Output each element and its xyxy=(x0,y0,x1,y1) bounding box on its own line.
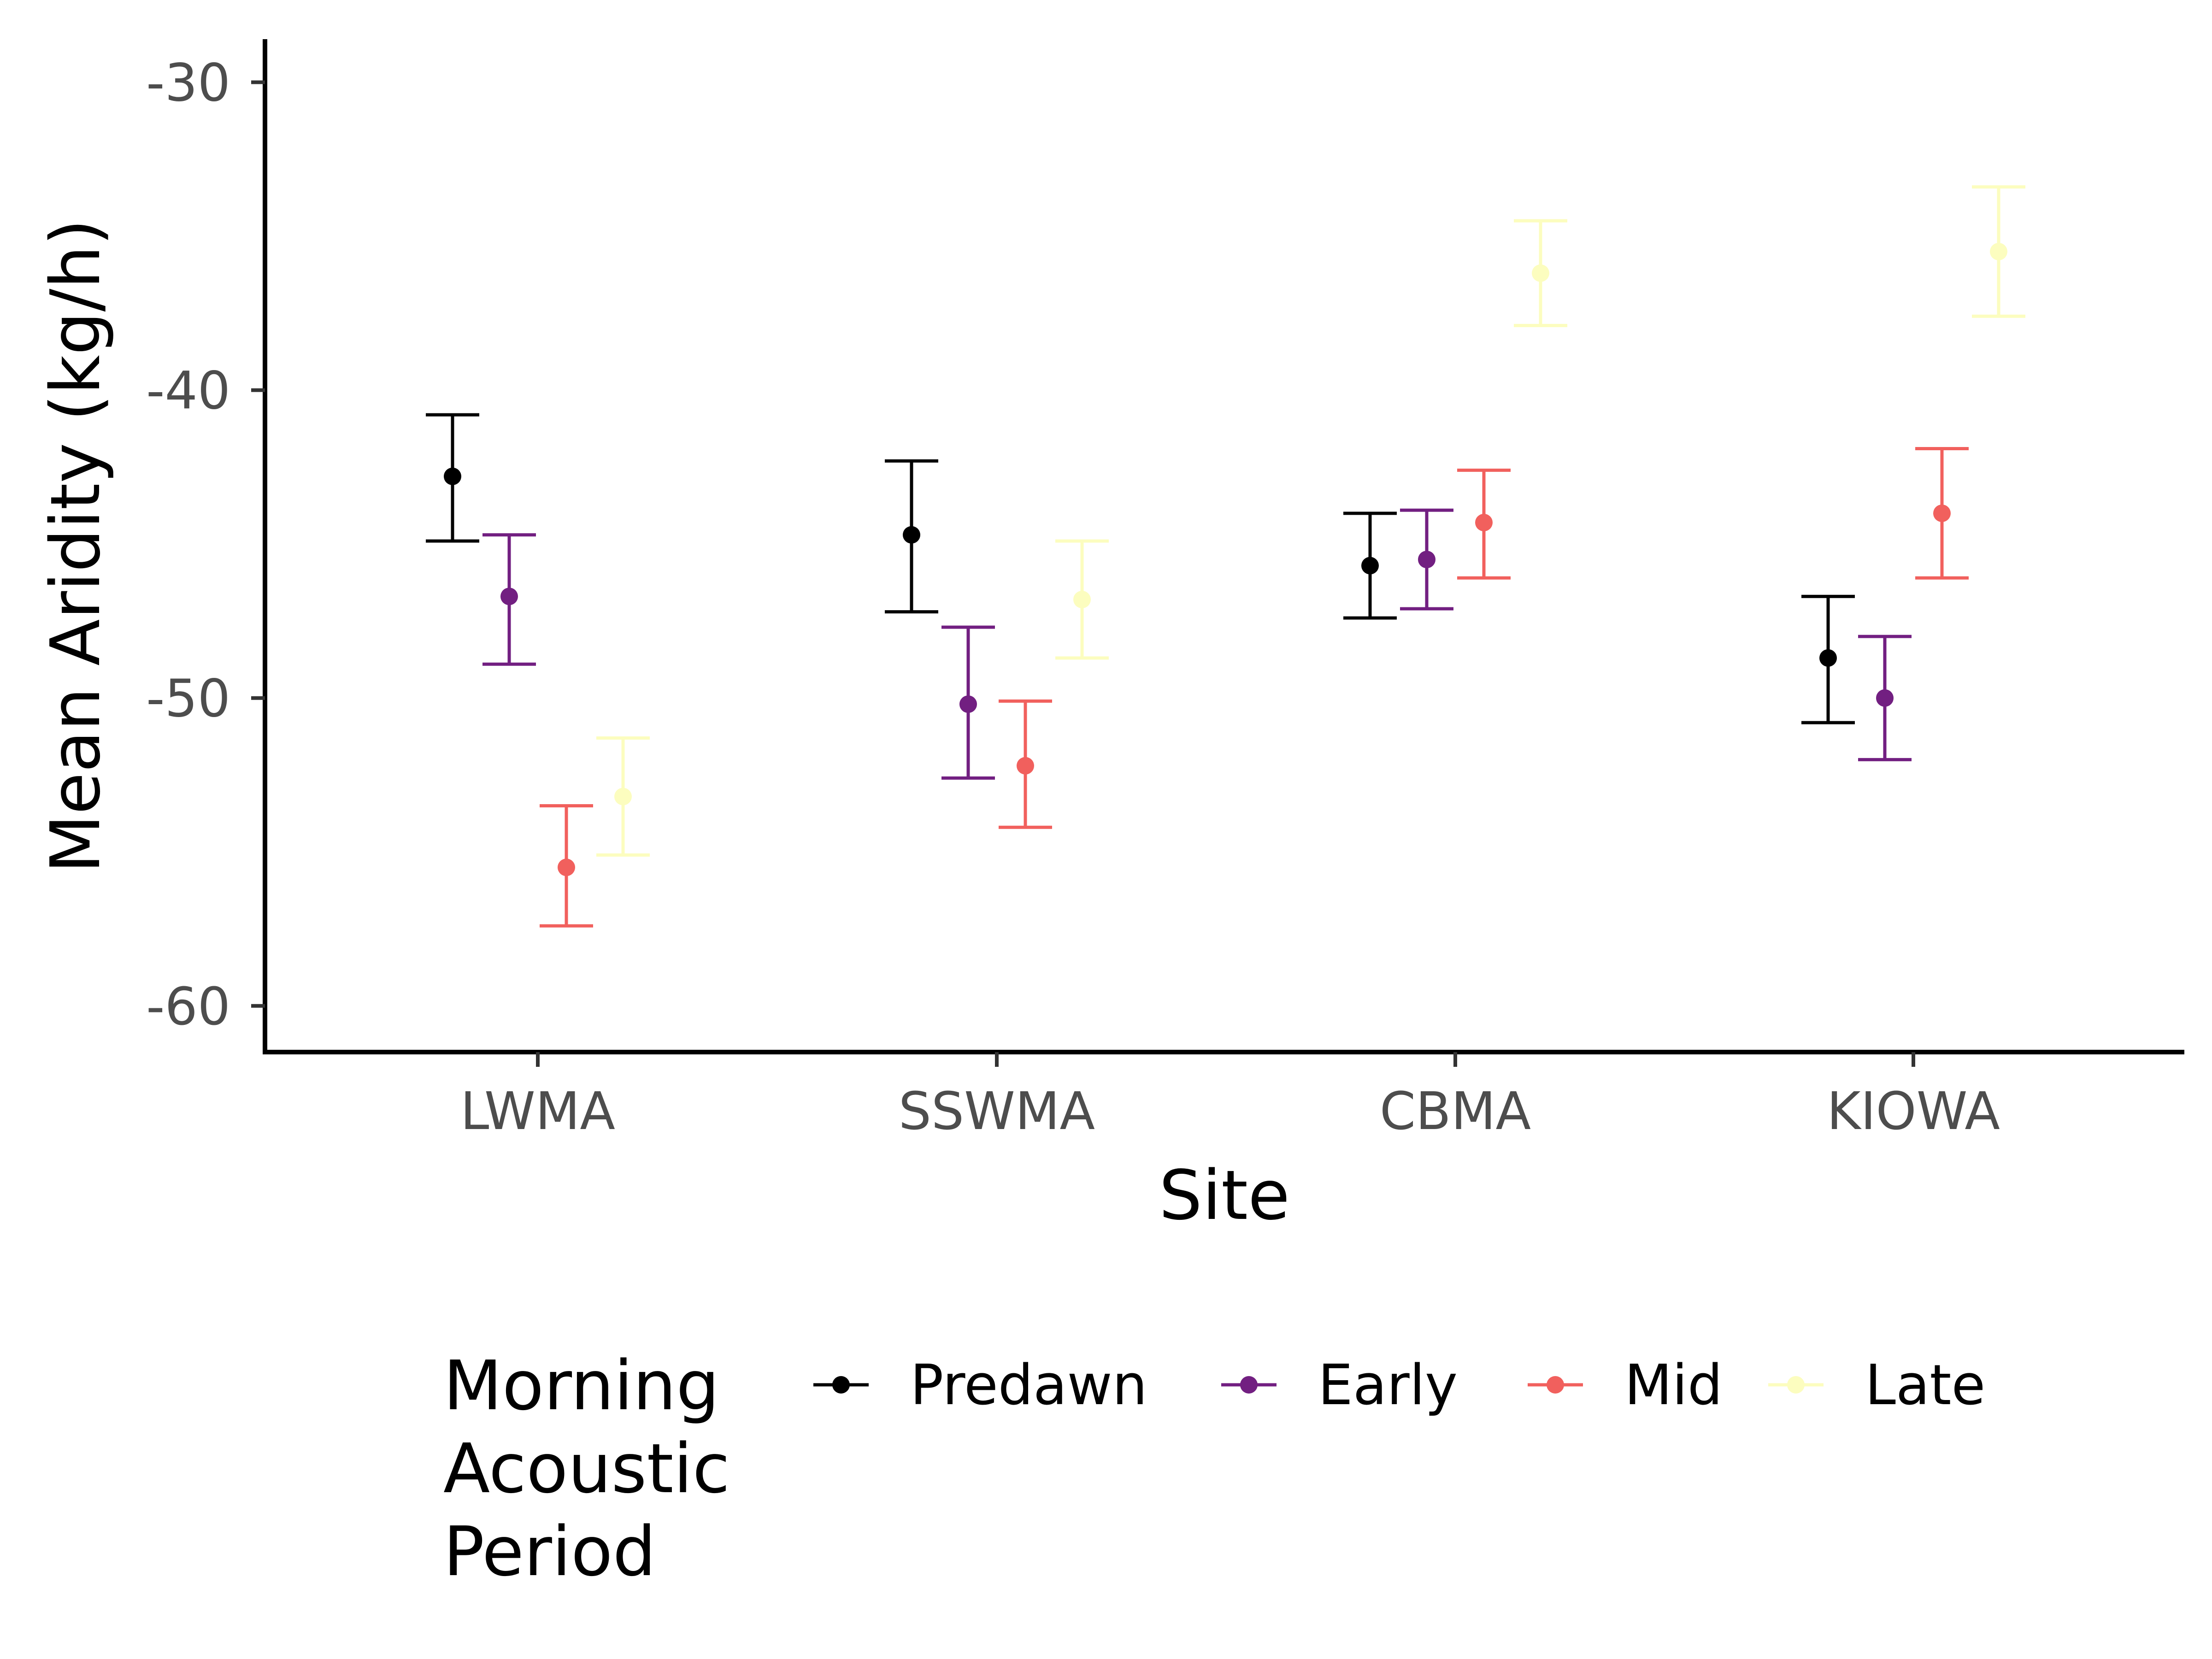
y-tick-label: -30 xyxy=(146,53,230,113)
y-tick-label: -40 xyxy=(146,361,230,421)
legend-items: Predawn Early Mid Late xyxy=(813,1353,1985,1418)
y-tick-label: -60 xyxy=(146,977,230,1037)
data-point xyxy=(1361,557,1379,575)
legend-item-predawn: Predawn xyxy=(813,1353,1147,1418)
x-axis-title: Site xyxy=(1159,1156,1290,1235)
legend-key-point xyxy=(1787,1376,1805,1394)
data-point xyxy=(1017,757,1034,775)
data-point xyxy=(1819,649,1837,667)
series-mid xyxy=(540,447,1969,928)
x-tick-label: SSWMA xyxy=(899,1082,1095,1141)
plot-marks xyxy=(426,185,2025,928)
legend-label: Mid xyxy=(1624,1353,1723,1418)
x-tick-label: LWMA xyxy=(460,1082,615,1141)
legend-item-early: Early xyxy=(1221,1353,1458,1418)
legend-item-mid: Mid xyxy=(1528,1353,1723,1418)
x-tick-label: KIOWA xyxy=(1827,1082,2000,1141)
data-point xyxy=(1876,689,1894,707)
legend-key-point xyxy=(1240,1376,1258,1394)
series-predawn xyxy=(426,413,1855,724)
series-early xyxy=(482,508,1912,780)
data-point xyxy=(444,467,461,485)
legend-label: Early xyxy=(1318,1353,1458,1418)
data-point xyxy=(1418,551,1435,569)
data-point xyxy=(614,788,632,806)
y-axis-title: Mean Aridity (kg/h) xyxy=(36,219,115,873)
legend-key-point xyxy=(832,1376,850,1394)
data-point xyxy=(1475,513,1493,531)
legend-title: Morning Acoustic Period xyxy=(443,1346,752,1591)
data-point xyxy=(1532,264,1549,282)
data-point xyxy=(500,588,518,606)
legend-item-late: Late xyxy=(1768,1353,1985,1418)
x-tick-label: CBMA xyxy=(1380,1082,1531,1141)
y-ticks: -30 -40 -50 -60 xyxy=(146,53,265,1037)
data-point xyxy=(903,526,920,544)
legend-title-line-3: Period xyxy=(443,1512,656,1591)
legend-key-point xyxy=(1547,1376,1564,1394)
legend-title-line-1: Morning xyxy=(443,1346,719,1425)
data-point xyxy=(1073,590,1091,608)
data-point xyxy=(558,859,575,877)
x-ticks: LWMA SSWMA CBMA KIOWA xyxy=(460,1052,2000,1141)
data-point xyxy=(1933,504,1951,522)
data-point xyxy=(1990,242,2007,260)
legend-label: Late xyxy=(1865,1353,1985,1418)
legend: Morning Acoustic Period Predawn Early Mid L… xyxy=(443,1346,1985,1591)
legend-title-line-2: Acoustic xyxy=(443,1429,730,1508)
y-tick-label: -50 xyxy=(146,669,230,729)
legend-label: Predawn xyxy=(910,1353,1147,1418)
series-late xyxy=(596,185,2025,857)
data-point xyxy=(959,695,977,713)
